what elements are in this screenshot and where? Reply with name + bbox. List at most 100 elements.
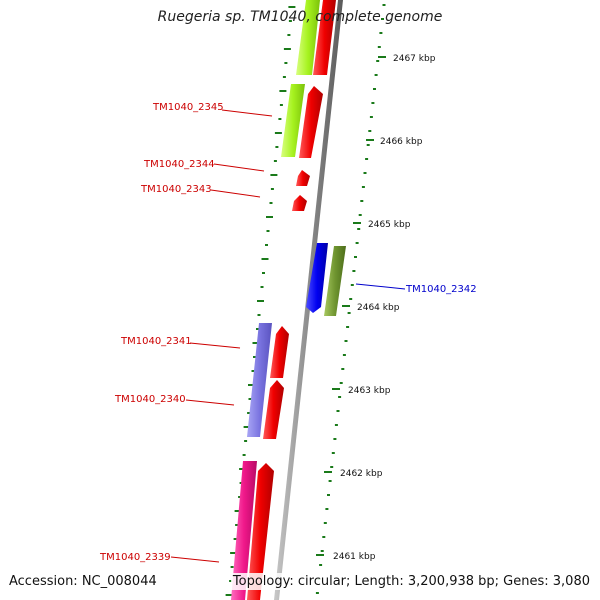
accession-text: Accession: NC_008044	[9, 574, 157, 589]
scale-minor-tick	[331, 452, 335, 454]
gene-bar-red-top	[313, 0, 336, 75]
gc-dot	[270, 188, 274, 190]
gene-arrow-2340	[263, 380, 284, 439]
gc-dot	[266, 216, 273, 218]
gc-dot	[284, 62, 288, 64]
scale-major-tick	[366, 139, 374, 141]
gene-bar-purple-2341	[247, 323, 272, 437]
gc-dot	[229, 580, 233, 582]
scale-minor-tick	[323, 522, 327, 524]
gc-dot	[257, 300, 264, 302]
gc-dot	[234, 510, 242, 512]
scale-minor-tick	[379, 32, 383, 34]
gc-dot	[278, 118, 282, 120]
gc-dot	[256, 328, 259, 330]
scale-minor-tick	[376, 60, 380, 62]
gc-dot	[274, 132, 282, 134]
scale-label-2467: 2467 kbp	[393, 54, 436, 64]
gene-label-2339: TM1040_2339	[99, 552, 171, 563]
gene-label-2342: TM1040_2342	[405, 284, 477, 295]
scale-major-tick	[342, 305, 350, 307]
gc-dot	[269, 202, 273, 204]
scale-label-2463: 2463 kbp	[348, 386, 391, 396]
scale-minor-tick	[361, 186, 365, 188]
scale-minor-tick	[350, 284, 354, 286]
gene-label-2343: TM1040_2343	[140, 184, 212, 195]
gc-dot	[273, 160, 277, 162]
scale-minor-tick	[363, 172, 367, 174]
gc-dot	[242, 454, 246, 456]
scale-minor-tick	[354, 256, 357, 258]
gc-dot	[248, 398, 252, 400]
scale-minor-tick	[320, 550, 324, 552]
gc-dot	[230, 566, 234, 568]
scale-minor-tick	[338, 396, 342, 398]
scale-minor-tick	[366, 144, 370, 146]
gc-dot	[238, 496, 242, 498]
gc-dot	[252, 342, 260, 344]
scale-minor-tick	[371, 102, 375, 104]
scale-minor-tick	[377, 46, 381, 48]
gene-bar-lime-top	[296, 0, 320, 75]
gc-dot	[251, 370, 255, 372]
scale-major-tick	[353, 222, 361, 224]
gc-dot	[279, 90, 287, 92]
gc-dot	[288, 20, 292, 22]
scale-minor-tick	[365, 158, 369, 160]
gc-dot	[261, 258, 269, 260]
scale-minor-tick	[382, 4, 386, 6]
gc-dot	[239, 482, 243, 484]
scale-minor-tick	[322, 536, 326, 538]
gene-label-2344: TM1040_2344	[143, 159, 215, 170]
gene-bar-pink-2339	[231, 461, 257, 600]
scale-minor-tick	[344, 340, 348, 342]
scale-minor-tick	[355, 242, 359, 244]
leader-line-2339	[170, 556, 220, 563]
scale-minor-tick	[347, 312, 351, 314]
gc-dot	[257, 314, 261, 316]
scale-minor-tick	[328, 480, 332, 482]
gc-dot	[265, 244, 268, 246]
scale-minor-tick	[334, 424, 338, 426]
gc-dot	[225, 594, 233, 596]
scale-minor-tick	[333, 438, 337, 440]
scale-minor-tick	[373, 88, 376, 90]
map-title: Ruegeria sp. TM1040, complete genome	[157, 9, 443, 25]
gene-arrow-2345	[299, 86, 323, 158]
scale-minor-tick	[339, 382, 343, 384]
scale-minor-tick	[352, 270, 356, 272]
scale-minor-tick	[349, 298, 353, 300]
scale-minor-tick	[330, 466, 334, 468]
leader-line-2340	[185, 399, 235, 406]
leader-line-2345	[221, 109, 273, 117]
scale-minor-tick	[315, 592, 319, 594]
scale-minor-tick	[357, 228, 361, 230]
gc-dot	[288, 6, 296, 8]
gene-arrow-2339	[247, 463, 274, 600]
scale-minor-tick	[360, 200, 364, 202]
scale-minor-tick	[369, 116, 373, 118]
gene-label-2341: TM1040_2341	[120, 336, 192, 347]
scale-minor-tick	[327, 494, 330, 496]
gc-dot	[260, 286, 264, 288]
leader-line-2343	[210, 189, 261, 198]
scale-minor-tick	[368, 130, 372, 132]
gc-dot	[247, 412, 251, 414]
gc-dot	[270, 174, 278, 176]
leader-line-2342	[355, 283, 406, 290]
scale-minor-tick	[319, 564, 323, 566]
scale-minor-tick	[358, 214, 362, 216]
scale-minor-tick	[341, 368, 345, 370]
gc-dot	[262, 272, 265, 274]
scale-minor-tick	[342, 354, 346, 356]
gene-label-2340: TM1040_2340	[114, 394, 186, 405]
scale-label-2466: 2466 kbp	[380, 137, 423, 147]
gc-dot	[233, 538, 237, 540]
gc-dot	[243, 426, 251, 428]
scale-major-tick	[378, 56, 386, 58]
leader-line-2341	[189, 342, 241, 349]
gc-dot	[253, 356, 256, 358]
gc-dot	[244, 440, 248, 442]
scale-label-2464: 2464 kbp	[357, 303, 400, 313]
